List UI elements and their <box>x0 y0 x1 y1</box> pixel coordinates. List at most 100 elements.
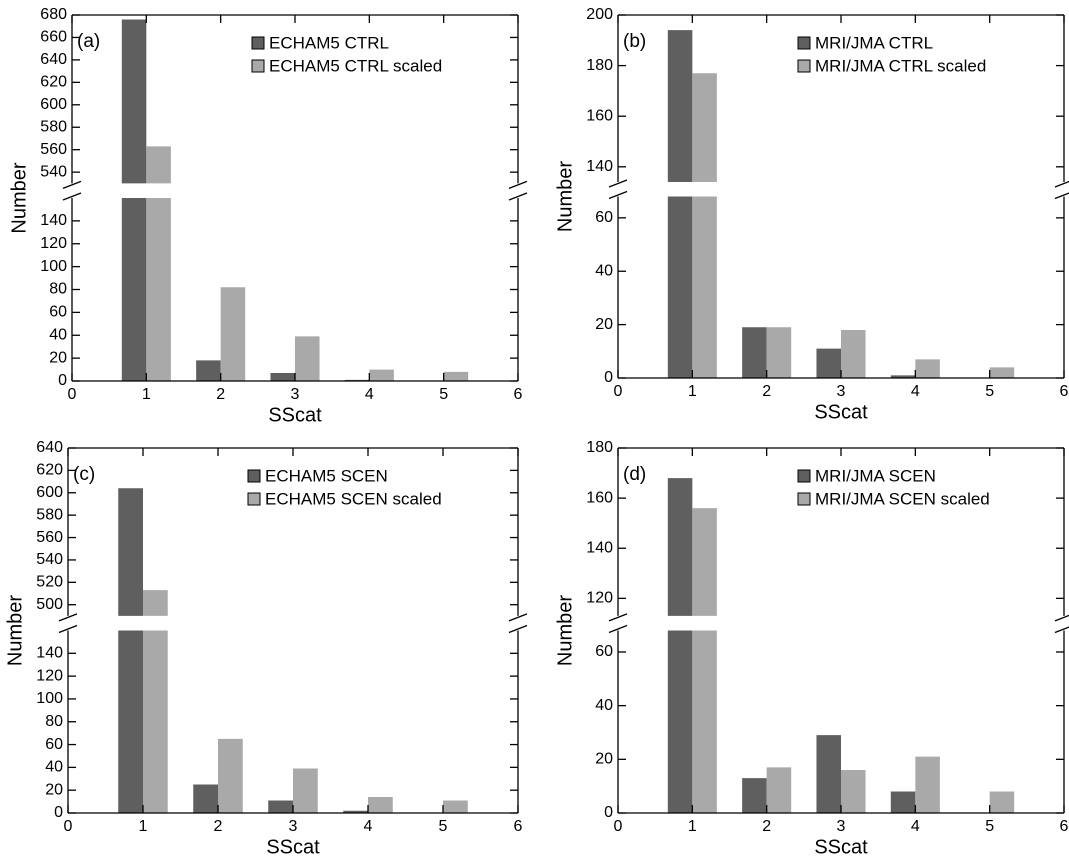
bar <box>841 329 866 378</box>
x-tick-label: 1 <box>688 818 697 835</box>
y-tick-label: 100 <box>40 258 67 275</box>
y-tick-label: 600 <box>40 96 67 113</box>
x-tick-label: 3 <box>289 818 298 835</box>
y-tick-label: 200 <box>586 6 613 23</box>
y-tick-label: 620 <box>36 462 63 479</box>
y-tick-label: 520 <box>36 574 63 591</box>
legend-swatch <box>251 59 265 73</box>
x-tick-label: 5 <box>985 818 994 835</box>
y-tick-label: 660 <box>40 29 67 46</box>
y-tick-label: 180 <box>586 57 613 74</box>
y-tick-label: 20 <box>49 349 67 366</box>
panel-label: (c) <box>73 464 95 485</box>
bar <box>766 327 792 378</box>
panel: 0 20 40 60 140 160 180 200 0 1 2 3 4 5 6 SScat Number (b)… <box>554 6 1069 423</box>
bar <box>268 800 293 813</box>
y-tick-label: 160 <box>586 489 613 506</box>
bar <box>766 767 792 813</box>
axis-break <box>62 192 82 201</box>
bar <box>915 359 940 378</box>
panel: 0204060801001201405405605806006206406606… <box>8 6 528 426</box>
x-axis-label: SScat <box>814 836 868 858</box>
y-tick-label: 680 <box>40 6 67 23</box>
bar <box>369 369 394 381</box>
x-tick-label: 0 <box>614 818 623 835</box>
panel-label: (d) <box>623 464 646 485</box>
axis-break <box>1054 614 1069 622</box>
x-tick-label: 6 <box>514 818 523 835</box>
x-tick-label: 2 <box>762 818 771 835</box>
y-tick-label: 0 <box>54 804 63 821</box>
y-tick-label: 20 <box>595 316 613 333</box>
axis-break <box>1054 626 1069 634</box>
bar <box>742 327 767 378</box>
axis-break <box>608 179 628 188</box>
y-tick-label: 0 <box>604 804 613 821</box>
y-tick-label: 20 <box>45 781 63 798</box>
panel-label: (a) <box>77 31 100 52</box>
x-tick-label: 0 <box>68 386 77 403</box>
x-tick-label: 3 <box>291 386 300 403</box>
x-tick-label: 4 <box>911 818 920 835</box>
bar <box>143 590 168 813</box>
y-tick-label: 40 <box>49 326 67 343</box>
y-tick-label: 100 <box>36 690 63 707</box>
bar <box>890 375 916 378</box>
bar <box>295 336 320 381</box>
axis-break <box>58 624 78 634</box>
y-tick-label: 600 <box>36 484 63 501</box>
x-tick-label: 1 <box>142 386 151 403</box>
legend-label: MRI/JMA SCEN <box>815 466 936 485</box>
x-tick-label: 6 <box>1060 818 1069 835</box>
x-tick-label: 6 <box>514 386 523 403</box>
y-tick-label: 140 <box>40 212 67 229</box>
axis-break <box>58 613 78 622</box>
y-tick-label: 120 <box>586 590 613 607</box>
x-tick-label: 2 <box>216 386 225 403</box>
x-tick-label: 3 <box>837 818 846 835</box>
x-tick-label: 2 <box>762 383 771 400</box>
x-tick-label: 3 <box>837 383 846 400</box>
bar <box>816 348 841 378</box>
bar <box>989 791 1015 813</box>
y-tick-label: 60 <box>595 643 613 660</box>
y-tick-label: 60 <box>45 736 63 753</box>
legend-swatch <box>251 36 265 50</box>
y-axis-label: Number <box>554 161 576 232</box>
legend-label: MRI/JMA CTRL <box>815 33 933 52</box>
y-tick-label: 20 <box>595 751 613 768</box>
x-tick-label: 0 <box>64 818 73 835</box>
axis-break <box>508 624 528 634</box>
panel-label: (b) <box>623 31 646 52</box>
x-tick-label: 1 <box>688 383 697 400</box>
legend-label: MRI/JMA CTRL scaled <box>815 56 986 75</box>
y-tick-label: 620 <box>40 74 67 91</box>
bar <box>368 797 393 813</box>
bar <box>692 508 717 813</box>
axis-break <box>1054 192 1069 200</box>
bar <box>816 735 841 813</box>
bar <box>218 738 243 813</box>
bar <box>121 19 147 382</box>
axis-break <box>608 613 628 622</box>
bar <box>915 756 940 813</box>
y-tick-label: 40 <box>595 697 613 714</box>
y-tick-label: 80 <box>45 713 63 730</box>
y-axis-label: Number <box>4 595 26 666</box>
y-tick-label: 500 <box>36 596 63 613</box>
legend-label: ECHAM5 CTRL scaled <box>269 56 442 75</box>
y-tick-label: 640 <box>40 51 67 68</box>
x-tick-label: 4 <box>364 818 373 835</box>
bar <box>270 372 295 381</box>
y-tick-label: 160 <box>586 107 613 124</box>
axis-break <box>1054 180 1069 188</box>
x-tick-label: 5 <box>439 386 448 403</box>
axis-break <box>608 190 628 200</box>
bar <box>890 791 916 813</box>
bar <box>692 73 717 378</box>
bar <box>443 371 469 381</box>
y-tick-label: 40 <box>45 759 63 776</box>
y-tick-label: 0 <box>604 369 613 386</box>
x-tick-label: 4 <box>911 383 920 400</box>
